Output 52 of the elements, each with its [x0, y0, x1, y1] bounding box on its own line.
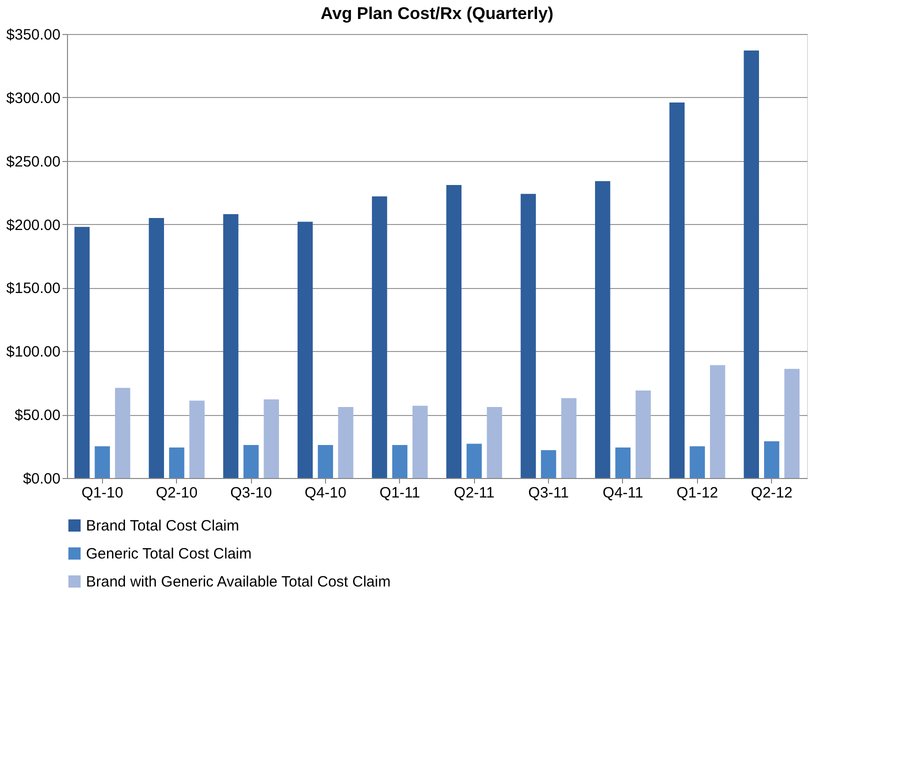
bar	[94, 446, 110, 478]
x-tick-label: Q1-11	[380, 484, 420, 502]
y-tick-label: $350.00	[6, 26, 60, 44]
bar	[298, 222, 313, 478]
y-tick-label: $300.00	[6, 90, 60, 107]
bar	[264, 399, 279, 478]
x-tick-label: Q1-10	[81, 484, 124, 502]
bar	[318, 445, 334, 478]
bar	[392, 445, 408, 478]
bar	[615, 448, 631, 478]
y-tick-label: $200.00	[6, 216, 60, 234]
x-tick-label: Q2-10	[156, 484, 198, 502]
bar	[372, 196, 388, 478]
x-tick-label: Q3-11	[528, 484, 569, 502]
bar	[690, 446, 705, 478]
bar	[338, 406, 354, 478]
y-tick-label: $50.00	[14, 407, 60, 424]
y-tick-label: $250.00	[6, 153, 60, 170]
x-tick-label: Q2-12	[750, 484, 793, 502]
bar	[446, 184, 462, 478]
bar	[669, 102, 685, 478]
y-tick-label: $100.00	[6, 344, 60, 361]
bar	[223, 214, 238, 478]
bar	[710, 365, 726, 478]
x-tick-label: Q4-10	[304, 484, 346, 502]
y-tick-label: $0.00	[22, 470, 60, 488]
legend-label: Generic Total Cost Claim	[86, 546, 252, 562]
bar	[764, 441, 780, 478]
x-tick-label: Q2-11	[454, 484, 494, 502]
bar	[243, 445, 259, 478]
bar	[520, 194, 536, 478]
bar	[486, 406, 502, 478]
chart-title: Avg Plan Cost/Rx (Quarterly)	[320, 4, 554, 23]
legend-label: Brand Total Cost Claim	[86, 518, 240, 534]
legend-label: Brand with Generic Available Total Cost Claim	[86, 574, 391, 590]
bar	[784, 368, 800, 478]
x-tick-label: Q3-10	[230, 484, 272, 502]
bar	[540, 450, 556, 478]
bar	[466, 444, 482, 478]
bar	[636, 390, 651, 478]
bar	[412, 406, 428, 478]
bar	[169, 448, 184, 478]
bar	[74, 226, 90, 478]
bar	[148, 218, 164, 478]
x-tick-label: Q1-12	[676, 484, 718, 502]
bar	[189, 400, 205, 478]
bar	[744, 50, 759, 478]
bar	[595, 181, 610, 478]
y-tick-label: $150.00	[6, 280, 60, 298]
bar	[115, 388, 130, 478]
bar	[561, 398, 576, 478]
x-tick-label: Q4-11	[602, 484, 644, 502]
